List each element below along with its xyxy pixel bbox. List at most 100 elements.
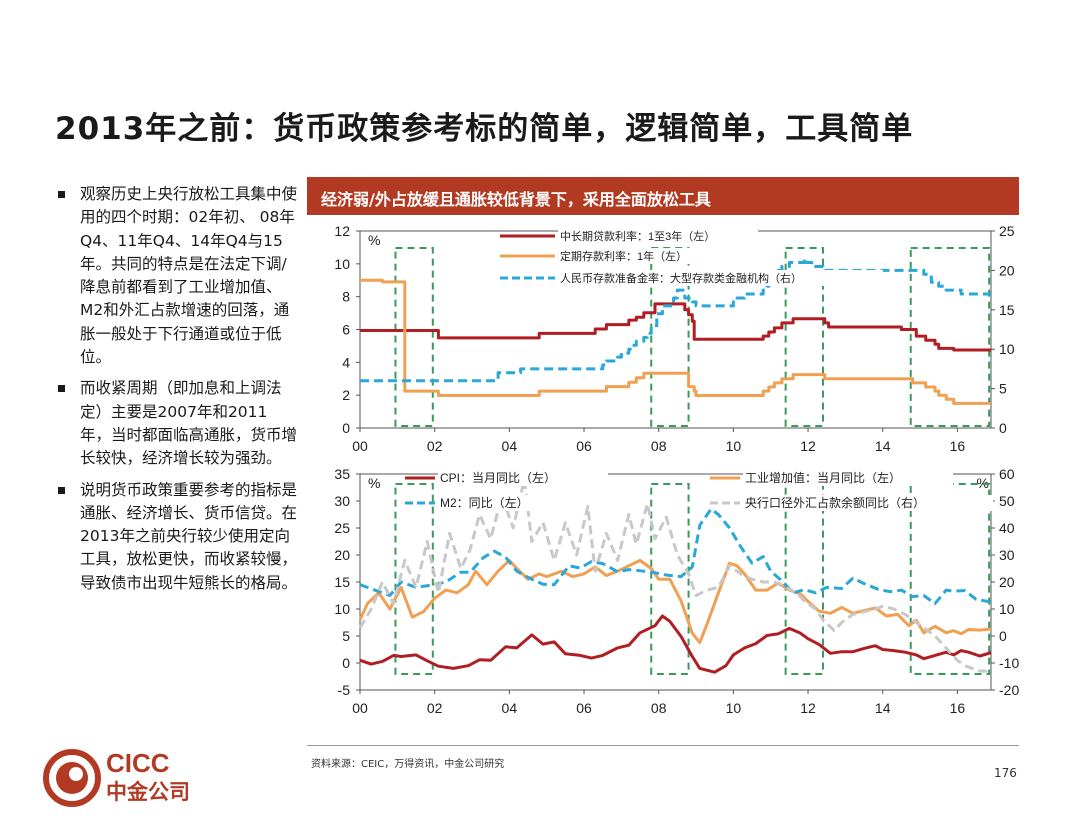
source-divider bbox=[307, 745, 1019, 746]
easing-period-box bbox=[394, 247, 434, 427]
easing-period-box bbox=[784, 247, 824, 427]
x-tick-label: 14 bbox=[875, 700, 891, 716]
x-tick-label: 00 bbox=[352, 700, 368, 716]
bullet-text: 而收紧周期（即加息和上调法定）主要是2007年和2011年，当时都面临高通胀，货… bbox=[80, 379, 298, 468]
y-right-tick-label: 15 bbox=[999, 302, 1015, 318]
easing-period-box bbox=[394, 483, 434, 675]
chart-banner: 经济弱/外占放缓且通胀较低背景下，采用全面放松工具 bbox=[307, 177, 1019, 215]
series-line bbox=[358, 558, 992, 644]
series-line bbox=[360, 257, 991, 383]
legend-bg bbox=[438, 495, 568, 511]
y-left-tick-label: 30 bbox=[334, 493, 350, 509]
x-tick-label: 14 bbox=[875, 438, 891, 454]
y-right-tick-label: -10 bbox=[999, 655, 1019, 671]
y-left-tick-label: -5 bbox=[338, 682, 351, 698]
y-left-tick-label: 2 bbox=[342, 387, 350, 403]
legend-label: 人民币存款准备金率：大型存款类金融机构（右） bbox=[560, 271, 802, 285]
x-tick-label: 08 bbox=[651, 700, 667, 716]
y-left-tick-label: 10 bbox=[334, 601, 350, 617]
legend-label: M2：同比（左） bbox=[440, 495, 529, 510]
bullet-item: 而收紧周期（即加息和上调法定）主要是2007年和2011年，当时都面临高通胀，货… bbox=[58, 377, 298, 470]
x-tick-label: 08 bbox=[651, 438, 667, 454]
legend-bg bbox=[743, 470, 953, 486]
series-line bbox=[359, 614, 992, 674]
easing-period-box bbox=[909, 247, 991, 427]
easing-period-box bbox=[909, 483, 991, 675]
banner-text: 经济弱/外占放缓且通胀较低背景下，采用全面放松工具 bbox=[321, 190, 711, 209]
y-left-tick-label: 5 bbox=[342, 628, 350, 644]
series-line bbox=[358, 477, 991, 673]
y-left-tick-label: 35 bbox=[334, 466, 350, 482]
y-right-tick-label: 10 bbox=[999, 341, 1015, 357]
square-bullet-icon bbox=[58, 385, 65, 393]
x-tick-label: 06 bbox=[576, 438, 592, 454]
x-tick-label: 16 bbox=[950, 700, 966, 716]
source-note: 资料来源：CEIC，万得资讯，中金公司研究 bbox=[311, 759, 505, 770]
y-right-tick-label: 60 bbox=[999, 466, 1015, 482]
y-right-tick-label: 20 bbox=[999, 262, 1015, 278]
y-right-tick-label: 0 bbox=[999, 420, 1007, 436]
growth-chart: -5 0 5 10 15 20 25 30 35 -20 -10 0 10 20 30 40 50 60 00 02 0… bbox=[334, 466, 1019, 716]
x-tick-label: 10 bbox=[726, 438, 742, 454]
page-title: 2013年之前：货币政策参考标的简单，逻辑简单，工具简单 bbox=[55, 111, 914, 147]
legend-label: 央行口径外汇占款余额同比（右） bbox=[745, 495, 925, 510]
cicc-logo: CICC 中金公司 bbox=[42, 748, 202, 808]
legend-bg bbox=[558, 248, 718, 264]
legend-label: 中长期贷款利率：1至3年（左） bbox=[560, 229, 715, 243]
x-tick-label: 12 bbox=[800, 438, 816, 454]
bullet-item: 观察历史上央行放松工具集中使用的四个时期：02年初、 08年Q4、11年Q4、1… bbox=[58, 183, 298, 369]
y-left-tick-label: 0 bbox=[342, 655, 350, 671]
y-left-tick-label: 12 bbox=[334, 223, 350, 239]
y-left-tick-label: 20 bbox=[334, 547, 350, 563]
legend-bg bbox=[438, 470, 608, 486]
series-line bbox=[359, 507, 992, 606]
y-left-tick-label: 25 bbox=[334, 520, 350, 536]
y-left-tick-label: 6 bbox=[342, 322, 350, 338]
series-line bbox=[360, 278, 991, 405]
x-tick-label: 12 bbox=[800, 700, 816, 716]
x-tick-label: 04 bbox=[502, 700, 518, 716]
x-tick-label: 16 bbox=[950, 438, 966, 454]
logo-emblem-icon bbox=[43, 749, 101, 807]
logo-text-en: CICC bbox=[106, 748, 170, 778]
legend-label: 定期存款利率：1年（左） bbox=[560, 249, 687, 263]
y-right-tick-label: 25 bbox=[999, 223, 1015, 239]
bullet-item: 说明货币政策重要参考的指标是通胀、经济增长、货币信贷。在2013年之前央行较少使… bbox=[58, 479, 298, 595]
legend-label: CPI：当月同比（左） bbox=[440, 470, 556, 485]
y-right-tick-label: 40 bbox=[999, 520, 1015, 536]
easing-period-box bbox=[650, 483, 690, 675]
y-left-tick-label: 15 bbox=[334, 574, 350, 590]
y-right-tick-label: 30 bbox=[999, 547, 1015, 563]
legend-bg bbox=[558, 270, 883, 286]
legend-bg bbox=[743, 495, 993, 511]
y-left-unit-label: % bbox=[368, 475, 380, 491]
y-left-tick-label: 10 bbox=[334, 256, 350, 272]
page-number: 176 bbox=[994, 766, 1017, 780]
square-bullet-icon bbox=[58, 486, 65, 494]
y-left-tick-label: 0 bbox=[342, 420, 350, 436]
series-line bbox=[360, 302, 991, 352]
bullet-text: 说明货币政策重要参考的指标是通胀、经济增长、货币信贷。在2013年之前央行较少使… bbox=[80, 480, 298, 592]
x-tick-label: 04 bbox=[502, 438, 518, 454]
x-tick-label: 02 bbox=[427, 438, 443, 454]
logo-text-cn: 中金公司 bbox=[106, 780, 190, 804]
square-bullet-icon bbox=[58, 191, 65, 198]
y-left-unit-label: % bbox=[368, 232, 380, 248]
legend-label: 工业增加值：当月同比（左） bbox=[745, 470, 901, 485]
y-left-tick-label: 8 bbox=[342, 289, 350, 305]
y-left-tick-label: 4 bbox=[342, 354, 350, 370]
bullet-text: 观察历史上央行放松工具集中使用的四个时期：02年初、 08年Q4、11年Q4、1… bbox=[80, 185, 298, 367]
y-right-tick-label: 0 bbox=[999, 628, 1007, 644]
easing-period-box bbox=[784, 483, 824, 675]
x-tick-label: 02 bbox=[427, 700, 443, 716]
bullet-list: 观察历史上央行放松工具集中使用的四个时期：02年初、 08年Q4、11年Q4、1… bbox=[58, 183, 298, 603]
x-tick-label: 06 bbox=[576, 700, 592, 716]
legend-bg bbox=[558, 228, 758, 244]
y-right-tick-label: 5 bbox=[999, 381, 1007, 397]
y-right-tick-label: -20 bbox=[999, 682, 1019, 698]
x-tick-label: 00 bbox=[352, 438, 368, 454]
x-tick-label: 10 bbox=[726, 700, 742, 716]
y-right-tick-label: 50 bbox=[999, 493, 1015, 509]
y-right-tick-label: 20 bbox=[999, 574, 1015, 590]
